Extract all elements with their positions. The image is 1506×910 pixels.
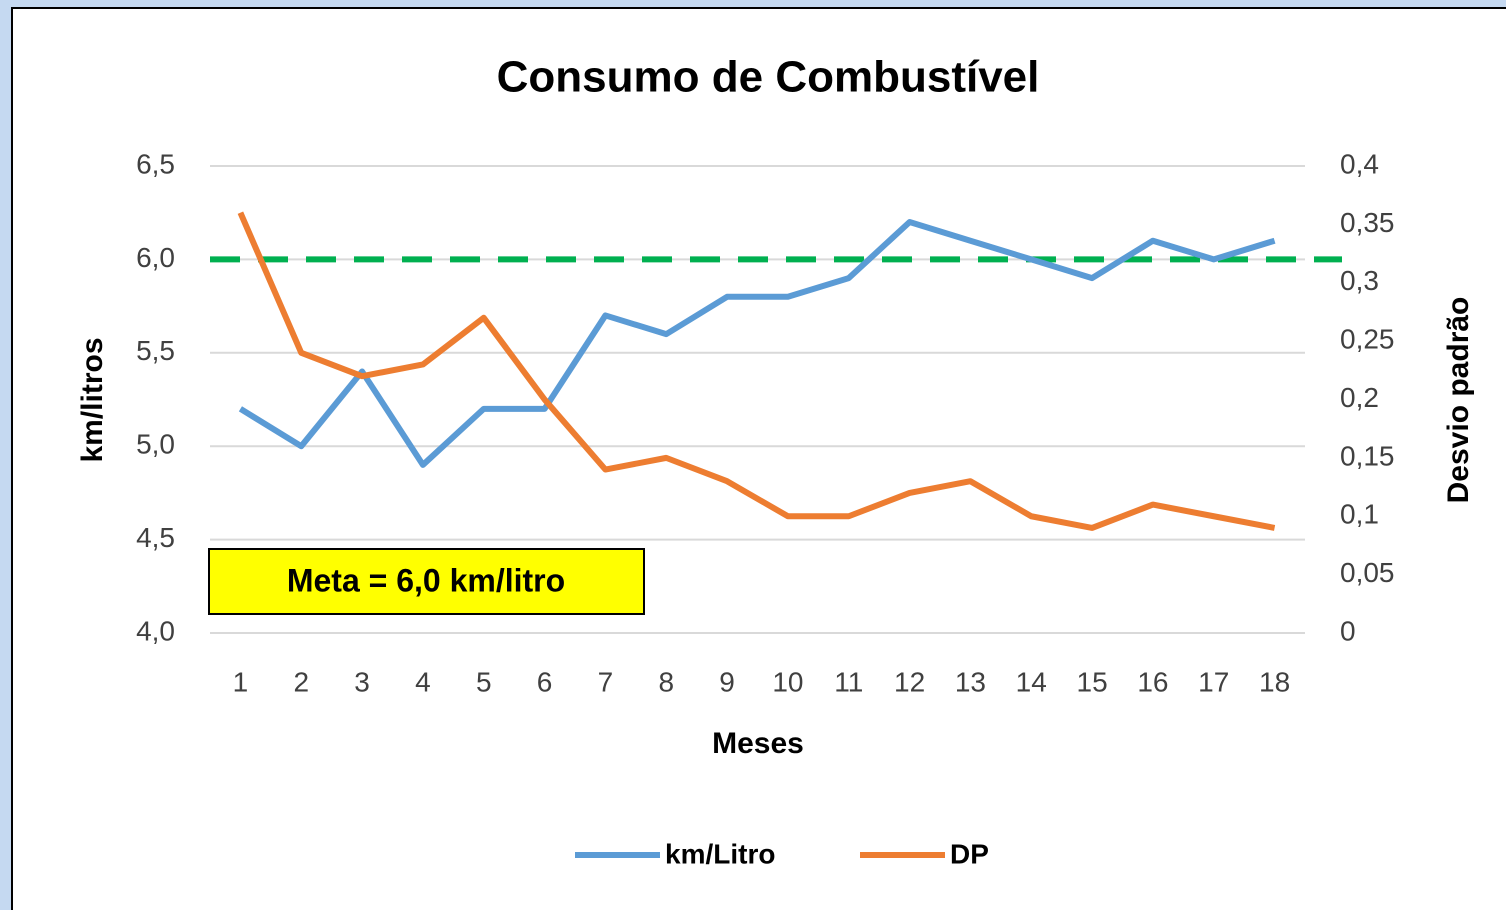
x-tick-label: 5: [476, 666, 492, 697]
x-tick-label: 13: [955, 666, 986, 697]
x-tick-label: 10: [772, 666, 803, 697]
chart-title: Consumo de Combustível: [497, 53, 1040, 102]
x-tick-label: 7: [598, 666, 614, 697]
x-tick-label: 1: [233, 666, 249, 697]
y-tick-label: 6,5: [136, 148, 175, 179]
x-tick-label: 14: [1016, 666, 1047, 697]
legend-label: DP: [950, 838, 989, 869]
y2-tick-label: 0,2: [1340, 382, 1379, 413]
y-tick-label: 5,5: [136, 335, 175, 366]
y-tick-label: 4,5: [136, 522, 175, 553]
y2-tick-label: 0,05: [1340, 557, 1395, 588]
line-series: [237, 211, 1276, 531]
x-tick-label: 11: [834, 666, 863, 697]
line-series: [238, 219, 1276, 468]
y2-tick-label: 0: [1340, 615, 1356, 646]
y2-tick-label: 0,1: [1340, 499, 1379, 530]
y-tick-label: 6,0: [136, 242, 175, 273]
y2-tick-label: 0,15: [1340, 440, 1395, 471]
x-tick-label: 18: [1259, 666, 1290, 697]
x-tick-label: 2: [293, 666, 309, 697]
y2-tick-label: 0,25: [1340, 324, 1395, 355]
y2-tick-label: 0,3: [1340, 265, 1379, 296]
y2-tick-label: 0,35: [1340, 207, 1395, 238]
x-tick-label: 3: [354, 666, 370, 697]
x-tick-label: 17: [1198, 666, 1229, 697]
x-tick-label: 9: [719, 666, 735, 697]
chart-frame: [11, 7, 1506, 910]
annotation: Meta = 6,0 km/litro: [287, 562, 565, 598]
x-tick-label: 12: [894, 666, 925, 697]
y-tick-label: 4,0: [136, 615, 175, 646]
x-tick-label: 6: [537, 666, 553, 697]
x-tick-label: 15: [1077, 666, 1108, 697]
x-tick-label: 16: [1137, 666, 1168, 697]
x-axis-label: Meses: [712, 727, 804, 760]
legend-label: km/Litro: [665, 838, 775, 869]
y-tick-label: 5,0: [136, 429, 175, 460]
x-tick-label: 4: [415, 666, 431, 697]
y2-axis-label: Desvio padrão: [1442, 297, 1475, 504]
x-tick-label: 8: [658, 666, 674, 697]
annotation-box: [208, 548, 645, 615]
y2-tick-label: 0,4: [1340, 148, 1379, 179]
y-axis-label: km/litros: [76, 337, 109, 462]
